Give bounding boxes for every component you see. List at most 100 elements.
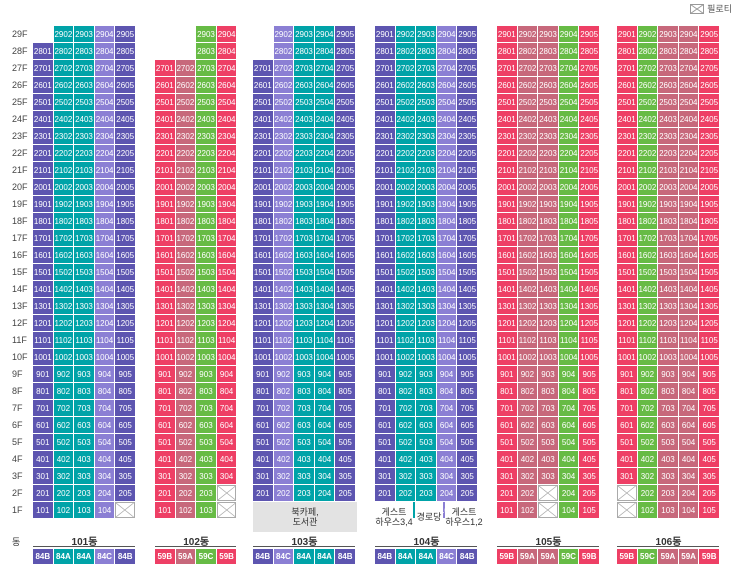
unit-cell[interactable]: 905	[579, 366, 599, 382]
unit-cell[interactable]: 204	[436, 485, 457, 501]
unit-cell[interactable]: 2704	[436, 60, 457, 76]
unit-cell[interactable]: 2704	[94, 60, 115, 76]
unit-cell[interactable]: 2105	[699, 162, 719, 178]
unit-cell[interactable]: 1704	[678, 230, 699, 246]
unit-cell[interactable]: 1002	[517, 349, 538, 365]
unit-cell[interactable]: 2702	[273, 60, 294, 76]
unit-cell[interactable]: 2202	[637, 145, 658, 161]
unit-cell[interactable]: 2003	[538, 179, 558, 195]
unit-cell[interactable]: 2003	[658, 179, 678, 195]
unit-cell[interactable]: 1702	[53, 230, 74, 246]
unit-cell[interactable]: 301	[375, 468, 395, 484]
unit-cell[interactable]: 901	[253, 366, 273, 382]
unit-cell[interactable]: 1903	[196, 196, 216, 212]
unit-cell[interactable]: 804	[314, 383, 335, 399]
unit-cell[interactable]: 2903	[196, 26, 216, 42]
unit-cell[interactable]: 2903	[294, 26, 314, 42]
unit-cell[interactable]: 301	[155, 468, 175, 484]
unit-cell[interactable]: 1302	[517, 298, 538, 314]
unit-cell[interactable]: 102	[53, 502, 74, 518]
unit-cell[interactable]: 1705	[699, 230, 719, 246]
unit-cell[interactable]: 1203	[416, 315, 436, 331]
unit-cell[interactable]: 1104	[558, 332, 579, 348]
unit-cell[interactable]: 2704	[314, 60, 335, 76]
unit-cell[interactable]: 2202	[53, 145, 74, 161]
unit-cell[interactable]: 2603	[294, 77, 314, 93]
unit-cell[interactable]: 1602	[517, 247, 538, 263]
unit-cell[interactable]: 1803	[196, 213, 216, 229]
unit-cell[interactable]: 102	[517, 502, 538, 518]
unit-cell[interactable]: 501	[617, 434, 637, 450]
unit-cell[interactable]: 1503	[196, 264, 216, 280]
unit-cell[interactable]: 2205	[335, 145, 355, 161]
unit-cell[interactable]: 303	[294, 468, 314, 484]
unit-cell[interactable]: 2304	[436, 128, 457, 144]
unit-cell[interactable]: 1502	[175, 264, 196, 280]
unit-cell[interactable]: 1301	[253, 298, 273, 314]
unit-cell[interactable]: 1103	[74, 332, 94, 348]
unit-cell[interactable]: 204	[314, 485, 335, 501]
unit-cell[interactable]: 104	[94, 502, 115, 518]
unit-cell[interactable]: 605	[457, 417, 477, 433]
unit-cell[interactable]: 103	[196, 502, 216, 518]
unit-cell[interactable]: 1001	[375, 349, 395, 365]
unit-cell[interactable]: 2004	[94, 179, 115, 195]
unit-cell[interactable]: 403	[196, 451, 216, 467]
unit-cell[interactable]: 102	[637, 502, 658, 518]
unit-cell[interactable]: 502	[395, 434, 416, 450]
unit-cell[interactable]: 1804	[314, 213, 335, 229]
unit-cell[interactable]: 405	[579, 451, 599, 467]
unit-cell[interactable]: 504	[94, 434, 115, 450]
unit-cell[interactable]: 2101	[497, 162, 517, 178]
unit-cell[interactable]: 2802	[637, 43, 658, 59]
unit-cell[interactable]: 2404	[94, 111, 115, 127]
unit-cell[interactable]: 1803	[538, 213, 558, 229]
unit-cell[interactable]: 1702	[175, 230, 196, 246]
unit-cell[interactable]: 202	[273, 485, 294, 501]
unit-cell[interactable]: 1702	[395, 230, 416, 246]
unit-cell[interactable]: 2802	[273, 43, 294, 59]
unit-cell[interactable]: 2703	[658, 60, 678, 76]
unit-cell[interactable]: 604	[314, 417, 335, 433]
unit-cell[interactable]: 305	[457, 468, 477, 484]
unit-cell[interactable]: 2403	[196, 111, 216, 127]
unit-cell[interactable]: 2904	[678, 26, 699, 42]
unit-cell[interactable]: 2902	[637, 26, 658, 42]
unit-cell[interactable]: 1101	[155, 332, 175, 348]
unit-cell[interactable]: 1501	[375, 264, 395, 280]
unit-cell[interactable]: 2001	[617, 179, 637, 195]
unit-cell[interactable]: 2604	[558, 77, 579, 93]
unit-cell[interactable]: 904	[216, 366, 237, 382]
unit-cell[interactable]: 303	[538, 468, 558, 484]
unit-cell[interactable]: 1003	[416, 349, 436, 365]
unit-cell[interactable]: 603	[538, 417, 558, 433]
unit-cell[interactable]: 2205	[579, 145, 599, 161]
unit-cell[interactable]: 804	[558, 383, 579, 399]
unit-cell[interactable]: 1702	[517, 230, 538, 246]
unit-cell[interactable]: 1704	[558, 230, 579, 246]
unit-cell[interactable]: 1703	[196, 230, 216, 246]
unit-cell[interactable]: 704	[678, 400, 699, 416]
unit-cell[interactable]: 1401	[253, 281, 273, 297]
unit-cell[interactable]: 702	[53, 400, 74, 416]
unit-cell[interactable]: 602	[53, 417, 74, 433]
unit-cell[interactable]: 1803	[658, 213, 678, 229]
unit-cell[interactable]: 1105	[699, 332, 719, 348]
unit-cell[interactable]: 1302	[175, 298, 196, 314]
unit-cell[interactable]: 1201	[155, 315, 175, 331]
unit-cell[interactable]: 1402	[273, 281, 294, 297]
unit-cell[interactable]: 504	[314, 434, 335, 450]
unit-cell[interactable]: 2302	[395, 128, 416, 144]
unit-cell[interactable]: 2905	[579, 26, 599, 42]
unit-cell[interactable]: 2805	[457, 43, 477, 59]
unit-cell[interactable]: 2603	[416, 77, 436, 93]
unit-cell[interactable]: 303	[196, 468, 216, 484]
unit-cell[interactable]: 1905	[115, 196, 135, 212]
unit-cell[interactable]: 302	[53, 468, 74, 484]
unit-cell[interactable]: 1103	[196, 332, 216, 348]
unit-cell[interactable]: 1204	[94, 315, 115, 331]
unit-cell[interactable]: 2005	[335, 179, 355, 195]
unit-cell[interactable]: 1105	[579, 332, 599, 348]
unit-cell[interactable]: 302	[395, 468, 416, 484]
unit-cell[interactable]: 1401	[375, 281, 395, 297]
